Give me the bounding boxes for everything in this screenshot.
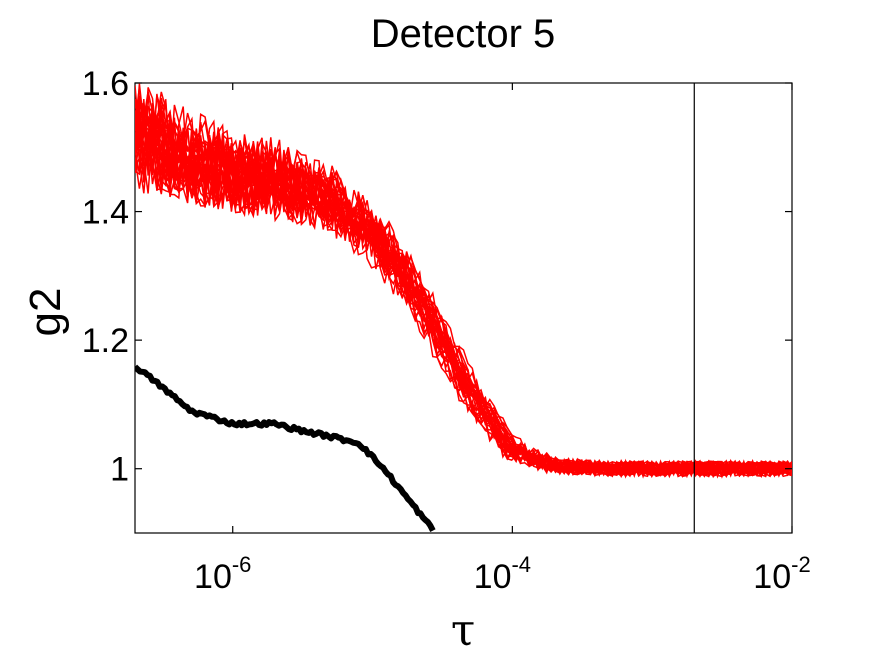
series-layer: [135, 83, 792, 532]
x-tick-label: 10-6: [194, 552, 251, 596]
y-tick-label: 1.4: [82, 194, 129, 232]
y-tick-label: 1.2: [82, 322, 129, 360]
y-tick-label: 1: [110, 451, 129, 489]
y-axis-label: g2: [21, 288, 70, 337]
x-tick-label: 10-4: [474, 552, 531, 596]
ticks-layer: 10-6 10-4 10-2 1 1.2 1.4 1.6: [82, 65, 811, 596]
plot-area: 10-6 10-4 10-2 1 1.2 1.4 1.6: [82, 65, 811, 596]
red-series-line: [135, 100, 792, 478]
x-axis-label: τ: [451, 605, 475, 656]
red-series-line: [135, 111, 792, 479]
red-series-line: [135, 102, 792, 479]
black-series-line: [135, 364, 436, 532]
x-tick-label: 10-2: [753, 552, 810, 596]
chart-title: Detector 5: [371, 12, 556, 56]
y-tick-label: 1.6: [82, 65, 129, 103]
